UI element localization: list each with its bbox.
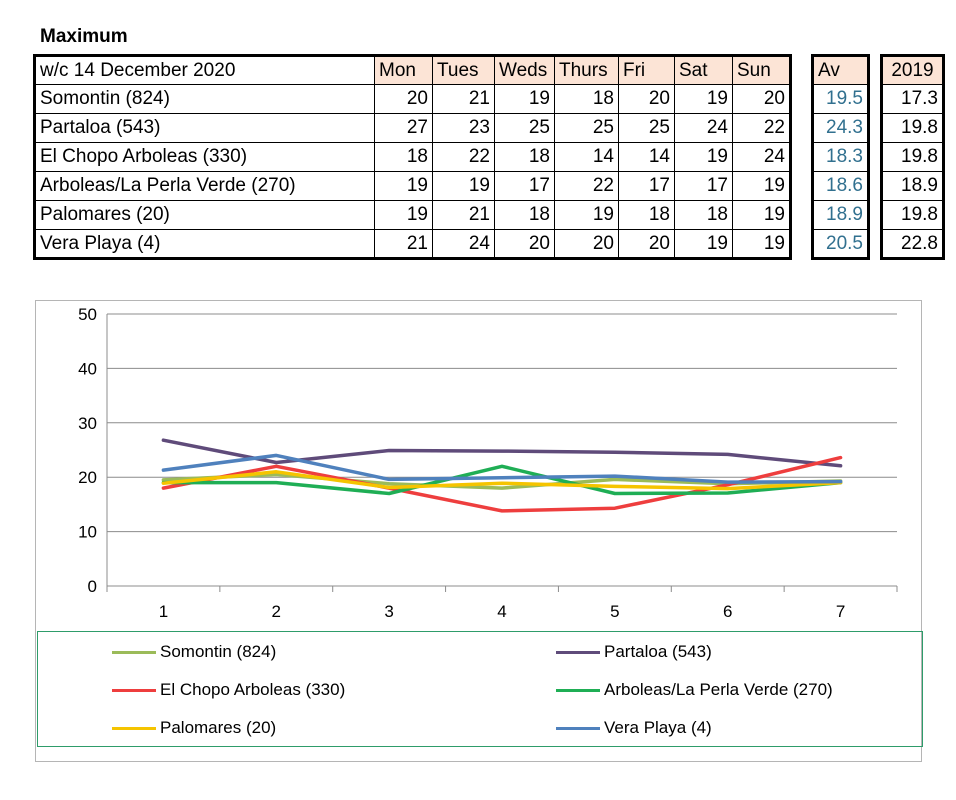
year-2019-table: 2019 17.3 19.8 19.8 18.9 19.8 22.8 — [880, 54, 945, 260]
y-tick-label: 0 — [88, 577, 97, 596]
average-cell: 18.3 — [812, 142, 869, 172]
temperature-table: w/c 14 December 2020 Mon Tues Weds Thurs… — [33, 54, 792, 260]
table-cell: 18 — [674, 200, 733, 230]
table-row: El Chopo Arboleas (330) 18 22 18 14 14 1… — [34, 142, 791, 172]
legend-swatch — [556, 726, 600, 730]
x-tick-label: 4 — [497, 602, 506, 621]
table-cell: 20 — [374, 84, 433, 114]
average-cell: 19.5 — [812, 84, 869, 114]
table-cell: 21 — [432, 84, 495, 114]
station-name: Somontin (824) — [34, 84, 375, 114]
day-header: Thurs — [554, 55, 619, 85]
average-header: Av — [812, 55, 869, 85]
station-name: Palomares (20) — [34, 200, 375, 230]
year-cell: 18.9 — [881, 171, 944, 201]
series-line — [161, 438, 843, 468]
table-cell: 20 — [618, 229, 675, 259]
x-tick-label: 5 — [610, 602, 619, 621]
week-label: w/c 14 December 2020 — [34, 55, 375, 85]
page-title: Maximum — [40, 26, 128, 47]
legend-label: El Chopo Arboleas (330) — [160, 680, 346, 699]
average-table: Av 19.5 24.3 18.3 18.6 18.9 20.5 — [811, 54, 870, 260]
legend-label: Arboleas/La Perla Verde (270) — [604, 680, 833, 699]
table-cell: 24 — [674, 113, 733, 143]
year-header: 2019 — [881, 55, 944, 85]
legend-label: Somontin (824) — [160, 642, 277, 661]
y-tick-label: 30 — [78, 414, 97, 433]
table-row: Palomares (20) 19 21 18 19 18 18 19 — [34, 200, 791, 230]
legend-item: Partaloa (543) — [556, 642, 712, 662]
y-tick-label: 20 — [78, 468, 97, 487]
average-cell: 24.3 — [812, 113, 869, 143]
legend-label: Vera Playa (4) — [604, 718, 712, 737]
table-cell: 24 — [432, 229, 495, 259]
table-cell: 19 — [494, 84, 555, 114]
table-cell: 25 — [554, 113, 619, 143]
chart-legend: Somontin (824) Partaloa (543) El Chopo A… — [37, 631, 923, 747]
table-cell: 17 — [674, 171, 733, 201]
legend-item: El Chopo Arboleas (330) — [112, 680, 345, 700]
series-line — [161, 455, 843, 513]
table-cell: 19 — [732, 171, 791, 201]
table-cell: 19 — [732, 229, 791, 259]
x-tick-label: 3 — [384, 602, 393, 621]
x-tick-label: 2 — [272, 602, 281, 621]
legend-swatch — [112, 726, 156, 730]
table-cell: 21 — [374, 229, 433, 259]
table-cell: 18 — [494, 200, 555, 230]
table-row: Somontin (824) 20 21 19 18 20 19 20 — [34, 84, 791, 114]
legend-swatch — [112, 688, 156, 692]
year-cell: 22.8 — [881, 229, 944, 259]
table-cell: 22 — [732, 113, 791, 143]
station-name: El Chopo Arboleas (330) — [34, 142, 375, 172]
legend-item: Arboleas/La Perla Verde (270) — [556, 680, 833, 700]
legend-label: Partaloa (543) — [604, 642, 712, 661]
chart-frame — [35, 300, 922, 762]
table-cell: 22 — [432, 142, 495, 172]
series-line — [161, 464, 843, 496]
table-cell: 19 — [374, 171, 433, 201]
table-cell: 19 — [432, 171, 495, 201]
day-header: Sat — [674, 55, 733, 85]
table-cell: 14 — [554, 142, 619, 172]
legend-item: Somontin (824) — [112, 642, 276, 662]
y-tick-label: 10 — [78, 523, 97, 542]
table-cell: 18 — [374, 142, 433, 172]
day-header: Fri — [618, 55, 675, 85]
table-cell: 20 — [554, 229, 619, 259]
legend-item: Vera Playa (4) — [556, 718, 712, 738]
table-cell: 19 — [732, 200, 791, 230]
table-cell: 25 — [618, 113, 675, 143]
x-tick-label: 7 — [836, 602, 845, 621]
table-cell: 19 — [674, 229, 733, 259]
x-tick-label: 6 — [723, 602, 732, 621]
table-cell: 24 — [732, 142, 791, 172]
table-row: Partaloa (543) 27 23 25 25 25 24 22 — [34, 113, 791, 143]
table-cell: 18 — [618, 200, 675, 230]
series-line — [161, 470, 843, 491]
y-tick-label: 50 — [78, 305, 97, 324]
legend-item: Palomares (20) — [112, 718, 276, 738]
station-name: Partaloa (543) — [34, 113, 375, 143]
year-cell: 19.8 — [881, 200, 944, 230]
year-cell: 17.3 — [881, 84, 944, 114]
legend-label: Palomares (20) — [160, 718, 277, 737]
legend-swatch — [112, 650, 156, 654]
series-line — [161, 453, 843, 484]
table-header-row: w/c 14 December 2020 Mon Tues Weds Thurs… — [34, 55, 791, 85]
table-row: Vera Playa (4) 21 24 20 20 20 19 19 — [34, 229, 791, 259]
day-header: Sun — [732, 55, 791, 85]
x-tick-label: 1 — [159, 602, 168, 621]
legend-swatch — [556, 650, 600, 654]
year-cell: 19.8 — [881, 142, 944, 172]
legend-swatch — [556, 688, 600, 692]
table-cell: 20 — [732, 84, 791, 114]
station-name: Vera Playa (4) — [34, 229, 375, 259]
y-tick-label: 40 — [78, 359, 97, 378]
average-cell: 20.5 — [812, 229, 869, 259]
table-cell: 17 — [494, 171, 555, 201]
table-cell: 18 — [554, 84, 619, 114]
